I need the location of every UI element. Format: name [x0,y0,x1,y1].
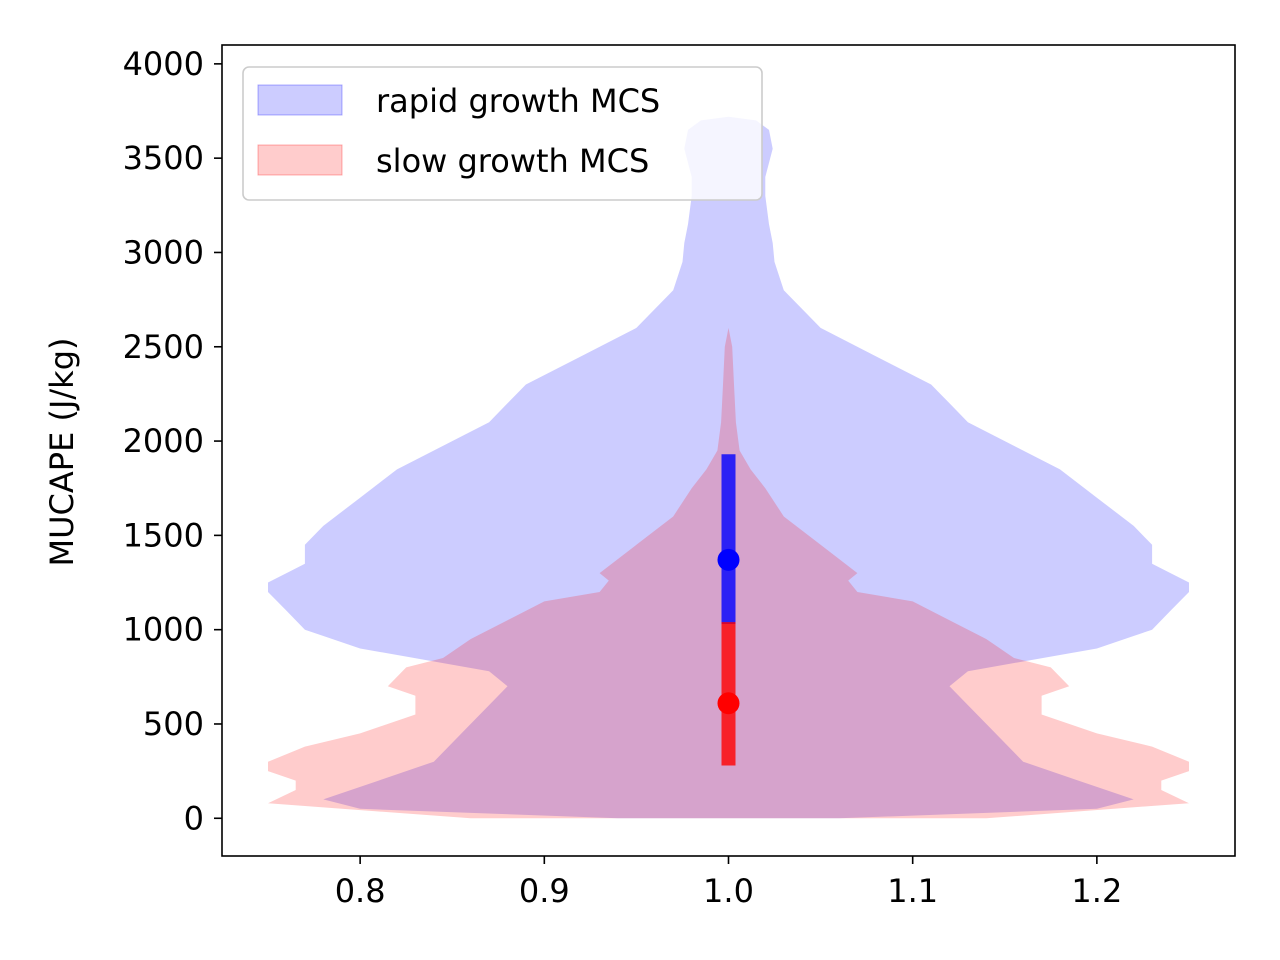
legend-box [242,66,763,201]
y-tick-label: 0 [184,799,204,837]
legend-swatch-slow [257,144,343,176]
x-tick-label: 0.8 [335,872,386,910]
median-marker-rapid [717,548,740,571]
x-tick-label: 1.2 [1071,872,1122,910]
y-tick-label: 1000 [123,611,204,649]
x-tick-label: 1.1 [887,872,938,910]
legend: rapid growth MCS slow growth MCS [242,66,763,201]
y-tick-label: 3500 [123,139,204,177]
y-tick-label: 500 [143,705,204,743]
y-tick-label: 1500 [123,516,204,554]
legend-label-rapid: rapid growth MCS [376,82,660,120]
x-axis-ticks: 0.8 0.9 1.0 1.1 1.2 [335,856,1122,910]
y-axis-ticks: 0 500 1000 1500 2000 2500 3000 3500 4000 [123,45,222,837]
legend-label-slow: slow growth MCS [376,142,649,180]
x-tick-label: 1.0 [703,872,754,910]
y-tick-label: 2000 [123,422,204,460]
y-axis-title: MUCAPE (J/kg) [43,338,81,567]
plot-layer [268,116,1189,819]
y-tick-label: 4000 [123,45,204,83]
y-tick-label: 3000 [123,233,204,271]
median-marker-slow [717,692,740,715]
legend-swatch-rapid [257,84,343,116]
x-tick-label: 0.9 [519,872,570,910]
y-tick-label: 2500 [123,328,204,366]
